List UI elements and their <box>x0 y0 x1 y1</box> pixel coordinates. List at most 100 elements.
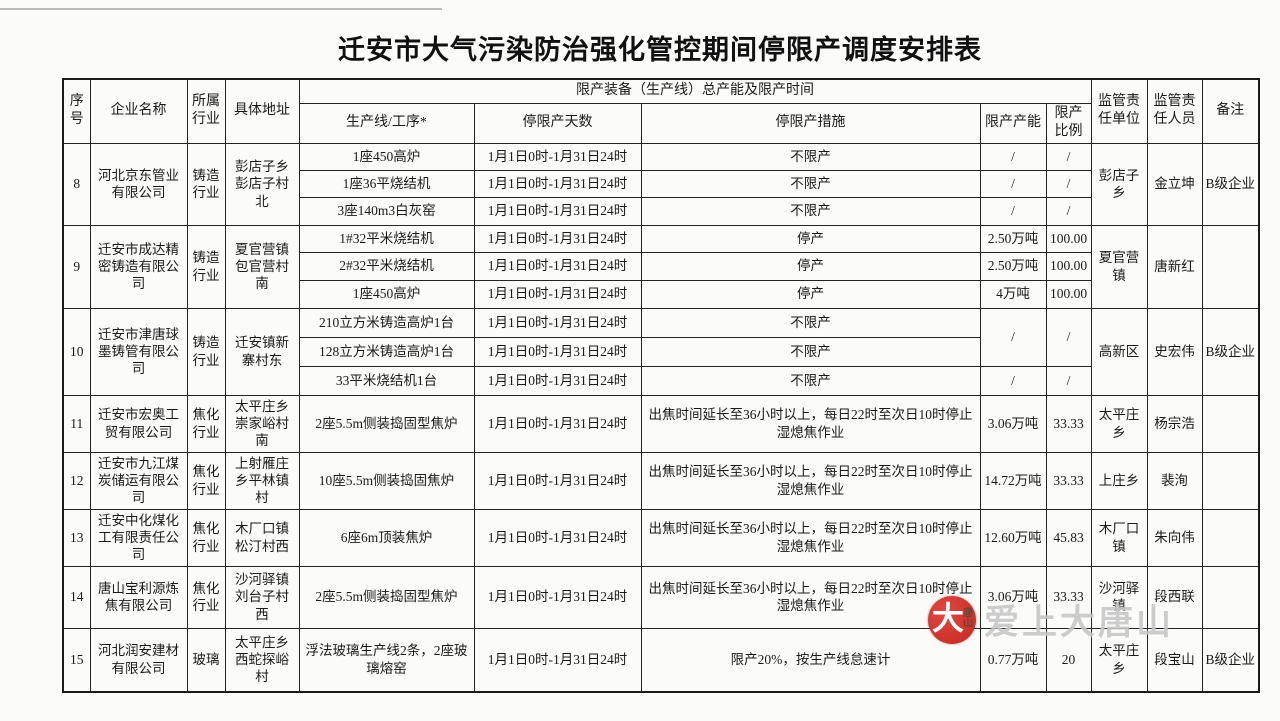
cell-capacity: / <box>979 196 1047 226</box>
table-row: 15 河北润安建材有限公司 玻璃 太平庄乡西蛇探峪村 浮法玻璃生产线2条，2座玻… <box>62 627 1260 693</box>
table-row: 11 迁安市宏奥工贸有限公司 焦化行业 太平庄乡崇家峪村南 2座5.5m侧装捣固… <box>62 394 1260 453</box>
cell-days: 1月1日0时-1月31日24时 <box>473 169 642 198</box>
cell-company: 迁安市宏奥工贸有限公司 <box>89 394 188 453</box>
cell-days: 1月1日0时-1月31日24时 <box>473 307 642 338</box>
cell-remark: B级企业 <box>1201 142 1260 226</box>
cell-line: 10座5.5m侧装捣固焦炉 <box>298 451 475 510</box>
header-supervision-unit: 监管责任单位 <box>1090 78 1148 144</box>
table-row: 3座140m3白灰窑 1月1日0时-1月31日24时 不限产 / / <box>63 196 1259 226</box>
table-row: 33平米烧结机1台 1月1日0时-1月31日24时 不限产 / / <box>63 365 1259 396</box>
cell-line: 2#32平米烧结机 <box>298 251 475 281</box>
cell-unit: 太平庄乡 <box>1090 394 1148 453</box>
cell-measure: 不限产 <box>640 142 981 171</box>
cell-remark <box>1201 508 1260 567</box>
cell-industry: 焦化行业 <box>186 451 226 510</box>
cell-measure: 停产 <box>640 224 981 253</box>
cell-company: 河北润安建材有限公司 <box>89 627 188 693</box>
cell-days: 1月1日0时-1月31日24时 <box>473 251 642 281</box>
cell-ratio: / <box>1045 169 1092 198</box>
cell-seq: 14 <box>62 565 91 629</box>
header-production-line: 生产线/工序* <box>298 102 475 144</box>
cell-line: 2座5.5m侧装捣固型焦炉 <box>298 394 475 453</box>
cell-capacity: 4万吨 <box>979 279 1047 309</box>
cell-measure: 停产 <box>640 251 981 281</box>
cell-days: 1月1日0时-1月31日24时 <box>473 142 642 171</box>
cell-address: 沙河驿镇刘台子村西 <box>224 565 300 629</box>
cell-measure: 出焦时间延长至36小时以上，每日22时至次日10时停止湿熄焦作业 <box>640 565 981 629</box>
cell-measure: 不限产 <box>640 365 981 396</box>
cell-unit: 沙河驿镇 <box>1090 565 1148 629</box>
table-row: 1座450高炉 1月1日0时-1月31日24时 停产 4万吨 100.00 <box>63 279 1259 309</box>
cell-seq: 10 <box>62 307 91 396</box>
table-row: 1座36平烧结机 1月1日0时-1月31日24时 不限产 / / <box>63 169 1259 198</box>
cell-unit: 彭店子乡 <box>1090 142 1148 226</box>
cell-days: 1月1日0时-1月31日24时 <box>473 224 642 253</box>
cell-measure: 不限产 <box>640 196 981 226</box>
cell-line: 210立方米铸造高炉1台 <box>298 307 475 338</box>
cell-person: 杨宗浩 <box>1146 394 1203 453</box>
cell-person: 段西联 <box>1146 565 1203 629</box>
cell-line: 128立方米铸造高炉1台 <box>298 336 475 367</box>
cell-person: 金立坤 <box>1146 142 1203 226</box>
cell-person: 唐新红 <box>1146 224 1203 309</box>
cell-measure: 停产 <box>640 279 981 309</box>
cell-unit: 上庄乡 <box>1090 451 1148 510</box>
cell-capacity: / <box>979 307 1047 367</box>
cell-address: 彭店子乡彭店子村北 <box>224 142 300 226</box>
cell-line: 1#32平米烧结机 <box>298 224 475 253</box>
cell-capacity: 12.60万吨 <box>979 508 1047 567</box>
cell-line: 1座450高炉 <box>298 279 475 309</box>
cell-person: 史宏伟 <box>1146 307 1203 396</box>
cell-capacity: 3.06万吨 <box>979 565 1047 629</box>
header-company: 企业名称 <box>89 78 188 144</box>
cell-days: 1月1日0时-1月31日24时 <box>473 336 642 367</box>
header-measures: 停限产措施 <box>640 102 981 144</box>
cell-measure: 限产20%，按生产线怠速计 <box>640 627 981 693</box>
cell-line: 1座450高炉 <box>298 142 475 171</box>
cell-industry: 焦化行业 <box>186 565 226 629</box>
header-seq: 序号 <box>62 78 91 144</box>
cell-ratio: 45.83 <box>1045 508 1092 567</box>
cell-company: 迁安市津唐球墨铸管有限公司 <box>89 307 188 396</box>
cell-address: 太平庄乡西蛇探峪村 <box>224 627 300 693</box>
cell-measure: 出焦时间延长至36小时以上，每日22时至次日10时停止湿熄焦作业 <box>640 508 981 567</box>
cell-ratio: / <box>1045 196 1092 226</box>
cell-seq: 9 <box>62 224 91 309</box>
cell-remark: B级企业 <box>1201 627 1260 693</box>
cell-ratio: 100.00 <box>1045 279 1092 309</box>
cell-measure: 不限产 <box>640 336 981 367</box>
cell-ratio: 20 <box>1045 627 1092 693</box>
cell-measure: 出焦时间延长至36小时以上，每日22时至次日10时停止湿熄焦作业 <box>640 451 981 510</box>
cell-seq: 13 <box>62 508 91 567</box>
cell-industry: 焦化行业 <box>186 508 226 567</box>
cell-address: 木厂口镇松汀村西 <box>224 508 300 567</box>
cell-address: 上射雁庄乡平林镇村 <box>224 451 300 510</box>
cell-ratio: 33.33 <box>1045 565 1092 629</box>
table-row: 2#32平米烧结机 1月1日0时-1月31日24时 停产 2.50万吨 100.… <box>63 251 1259 281</box>
cell-company: 迁安市成达精密铸造有限公司 <box>89 224 188 309</box>
cell-measure: 不限产 <box>640 307 981 338</box>
cell-days: 1月1日0时-1月31日24时 <box>473 279 642 309</box>
cell-ratio: 100.00 <box>1045 224 1092 253</box>
cell-capacity: 2.50万吨 <box>979 251 1047 281</box>
cell-company: 迁安中化煤化工有限责任公司 <box>89 508 188 567</box>
header-limit-ratio: 限产比例 <box>1045 102 1092 144</box>
cell-ratio: / <box>1045 307 1092 367</box>
cell-remark <box>1201 565 1260 629</box>
cell-capacity: / <box>979 142 1047 171</box>
header-limited-capacity: 限产产能 <box>979 102 1047 144</box>
cell-line: 浮法玻璃生产线2条，2座玻璃熔窑 <box>298 627 475 693</box>
cell-unit: 夏官营镇 <box>1090 224 1148 309</box>
cell-unit: 高新区 <box>1090 307 1148 396</box>
cell-ratio: / <box>1045 365 1092 396</box>
cell-capacity: / <box>979 169 1047 198</box>
cell-line: 2座5.5m侧装捣固型焦炉 <box>298 565 475 629</box>
cell-days: 1月1日0时-1月31日24时 <box>473 627 642 693</box>
cell-industry: 玻璃 <box>186 627 226 693</box>
cell-days: 1月1日0时-1月31日24时 <box>473 365 642 396</box>
header-address: 具体地址 <box>224 78 300 144</box>
header-supervision-person: 监管责任人员 <box>1146 78 1203 144</box>
cell-measure: 不限产 <box>640 169 981 198</box>
page-title: 迁安市大气污染防治强化管控期间停限产调度安排表 <box>338 35 982 65</box>
